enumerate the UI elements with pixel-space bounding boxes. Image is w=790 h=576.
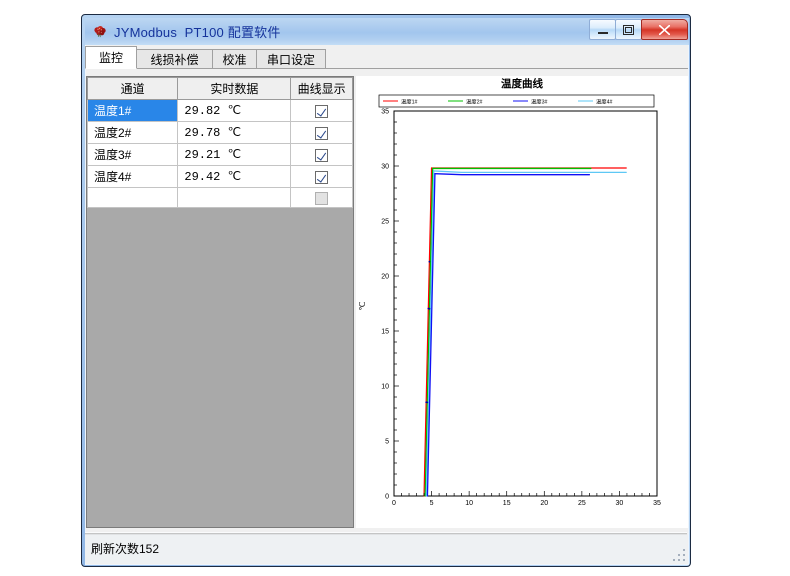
svg-text:温度4#: 温度4#	[596, 97, 613, 105]
svg-text:35: 35	[653, 500, 661, 507]
svg-text:10: 10	[465, 500, 473, 507]
svg-text:10: 10	[381, 384, 389, 391]
svg-text:30: 30	[616, 500, 624, 507]
svg-text:35: 35	[381, 109, 389, 116]
svg-text:20: 20	[540, 500, 548, 507]
svg-text:5: 5	[385, 439, 389, 446]
svg-text:0: 0	[392, 500, 396, 507]
svg-text:15: 15	[503, 500, 511, 507]
svg-text:15: 15	[381, 329, 389, 336]
svg-text:℃: ℃	[358, 301, 367, 310]
svg-text:25: 25	[578, 500, 586, 507]
svg-text:0: 0	[385, 494, 389, 501]
svg-text:温度3#: 温度3#	[531, 97, 548, 105]
svg-text:30: 30	[381, 164, 389, 171]
svg-text:温度2#: 温度2#	[466, 97, 483, 105]
svg-text:温度1#: 温度1#	[401, 97, 418, 105]
svg-text:20: 20	[381, 274, 389, 281]
svg-text:温度曲线: 温度曲线	[501, 77, 543, 90]
svg-text:25: 25	[381, 219, 389, 226]
svg-text:5: 5	[430, 500, 434, 507]
